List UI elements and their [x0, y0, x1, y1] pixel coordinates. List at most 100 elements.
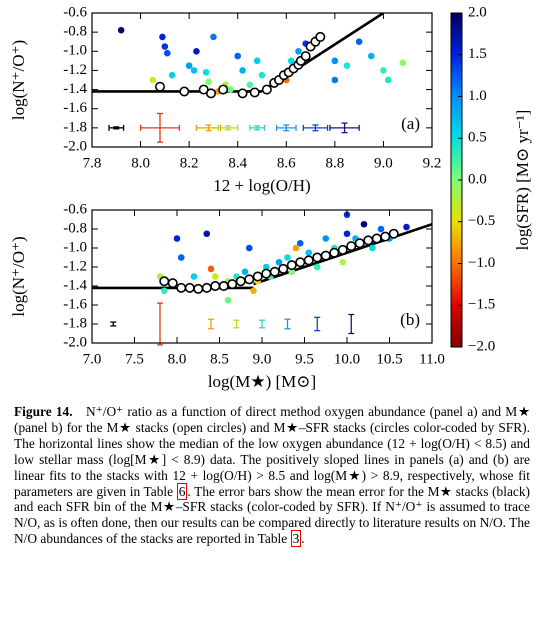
- sfr-stack-point: [339, 258, 347, 266]
- mass-stack-point: [167, 278, 178, 289]
- x-tick-label: 8.5: [210, 351, 229, 367]
- sfr-stack-point: [377, 225, 385, 233]
- sfr-stack-point: [246, 81, 254, 89]
- y-tick-label: -0.8: [63, 220, 87, 236]
- plot-frame: [91, 12, 433, 148]
- y-tick-label: -1.8: [63, 119, 87, 135]
- caption-text: N⁺/O⁺ ratio as a function of direct meth…: [14, 404, 530, 499]
- x-axis-label: log(M★) [M⊙]: [208, 372, 316, 391]
- mass-stack-point: [371, 233, 382, 244]
- sfr-stack-point: [239, 67, 246, 74]
- mass-stack-point: [337, 244, 348, 255]
- x-tick-label: 8.0: [131, 155, 150, 171]
- x-tick-label: 9.5: [295, 351, 314, 367]
- sfr-stack-point: [160, 287, 168, 295]
- error-bar: [157, 302, 163, 346]
- mass-stack-point: [249, 87, 260, 98]
- sfr-stack-point: [210, 33, 217, 41]
- x-tick-label: 9.0: [253, 351, 272, 367]
- mass-stack-point: [193, 283, 204, 294]
- sfr-stack-point: [163, 49, 171, 57]
- caption-text: .: [301, 531, 305, 547]
- x-tick-label: 8.2: [180, 155, 199, 171]
- colorbar-tick-label: −0.5: [468, 213, 495, 229]
- mass-stack-point: [315, 31, 326, 42]
- sfr-stack-point: [149, 76, 157, 84]
- colorbar-label: log(SFR) [M⊙ yr⁻¹]: [513, 110, 532, 251]
- x-tick-label: 8.4: [228, 155, 247, 171]
- x-tick-label: 7.8: [83, 155, 102, 171]
- error-bar: [348, 313, 355, 335]
- error-bar: [302, 124, 329, 132]
- mass-stack-point: [295, 257, 306, 268]
- mass-stack-point: [176, 282, 187, 293]
- sfr-stack-point: [284, 254, 291, 261]
- plot-area: [92, 13, 407, 99]
- mass-stack-point: [159, 276, 170, 287]
- sfr-stack-point: [202, 69, 210, 76]
- y-tick-label: -1.8: [63, 315, 87, 331]
- sfr-stack-point: [190, 273, 198, 280]
- plot-frame: [91, 209, 433, 344]
- sfr-stack-point: [258, 71, 266, 79]
- mass-stack-point: [261, 268, 272, 279]
- x-tick-label: 11.0: [419, 351, 445, 367]
- mass-stack-point: [329, 247, 340, 258]
- x-tick-label: 10.0: [334, 351, 360, 367]
- sfr-stack-point: [355, 38, 363, 46]
- table-ref: 6: [176, 482, 188, 500]
- y-tick-label: -2.0: [63, 334, 87, 350]
- sfr-stack-point: [117, 26, 125, 34]
- sfr-stack-point: [296, 239, 304, 247]
- sfr-stack-point: [313, 263, 321, 271]
- mass-stack-point: [206, 88, 217, 99]
- sfr-stack-point: [207, 265, 215, 273]
- y-tick-label: -1.2: [63, 258, 87, 274]
- mass-stack-point: [179, 86, 190, 97]
- y-tick-label: -1.6: [63, 296, 87, 312]
- mass-stack-point: [227, 279, 238, 290]
- sfr-stack-point: [343, 230, 351, 238]
- colorbar-tick-label: −1.5: [468, 297, 495, 313]
- sfr-stack-point: [250, 287, 257, 295]
- y-tick-label: -0.6: [63, 4, 87, 20]
- sfr-stack-point: [322, 235, 330, 242]
- error-bar: [314, 316, 321, 332]
- caption-label: Figure 14.: [14, 404, 73, 419]
- error-bar: [110, 321, 117, 327]
- sfr-stack-point: [343, 62, 351, 69]
- sfr-stack-point: [288, 268, 296, 276]
- sfr-stack-point: [275, 258, 283, 266]
- sfr-stack-point: [205, 78, 212, 86]
- x-tick-label: 7.5: [125, 351, 144, 367]
- mass-stack-point: [244, 274, 255, 285]
- error-bar: [139, 112, 181, 143]
- sfr-stack-point: [241, 268, 249, 276]
- sfr-stack-point: [224, 296, 232, 304]
- panel-label: (a): [401, 114, 420, 133]
- x-tick-label: 8.6: [277, 155, 296, 171]
- mass-stack-point: [201, 282, 212, 293]
- y-axis-label: log(N⁺/O⁺): [9, 40, 28, 120]
- sfr-stack-point: [161, 43, 169, 50]
- y-tick-label: -1.0: [63, 239, 87, 255]
- y-tick-label: -1.4: [63, 277, 87, 293]
- sfr-stack-point: [177, 254, 185, 261]
- error-bar: [259, 319, 265, 329]
- mass-stack-point: [210, 280, 221, 291]
- colorbar-tick-label: 1.5: [468, 46, 487, 62]
- sfr-stack-point: [367, 52, 375, 60]
- sfr-stack-point: [380, 67, 387, 74]
- mass-stack-point: [346, 241, 357, 252]
- y-tick-label: -0.6: [63, 201, 87, 217]
- sfr-stack-point: [305, 249, 313, 257]
- sfr-stack-point: [253, 57, 261, 65]
- mass-stack-point: [184, 282, 195, 293]
- mass-stack-point: [303, 255, 314, 266]
- sfr-stack-point: [185, 62, 193, 69]
- mass-stack-point: [380, 231, 391, 242]
- sfr-stack-point: [399, 59, 407, 67]
- mass-stack-point: [218, 280, 229, 291]
- mass-stack-point: [363, 235, 374, 246]
